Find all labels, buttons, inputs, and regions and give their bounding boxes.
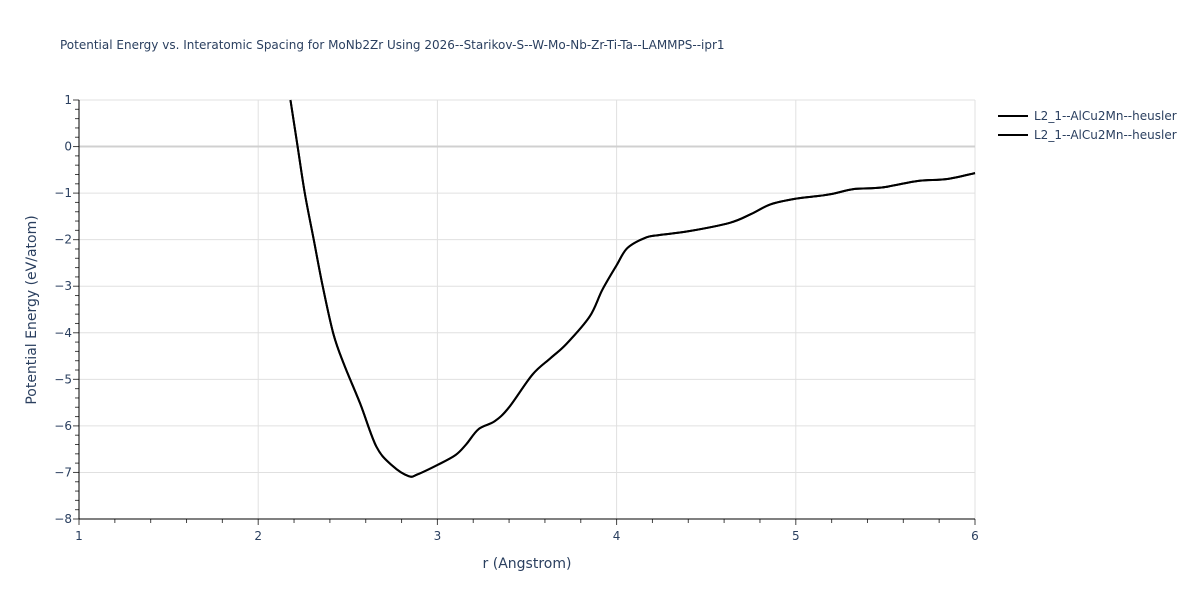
x-tick-label: 1 <box>75 529 83 543</box>
series-line <box>289 99 976 478</box>
x-tick-label: 4 <box>613 529 621 543</box>
data-traces <box>289 99 976 478</box>
legend-label: L2_1--AlCu2Mn--heusler <box>1034 127 1177 142</box>
series-line <box>289 99 976 478</box>
y-tick-label: −6 <box>54 419 72 433</box>
x-axis-ticks: 1 2 3 4 5 6 <box>75 529 979 543</box>
y-tick-label: −7 <box>54 465 72 479</box>
y-tick-label: −8 <box>54 512 72 526</box>
x-tick-label: 2 <box>254 529 262 543</box>
y-axis-ticks: 1 0 −1 −2 −3 −4 −5 −6 −7 −8 <box>54 93 72 526</box>
legend-item[interactable]: L2_1--AlCu2Mn--heusler <box>998 106 1177 125</box>
x-axis-title: r (Angstrom) <box>483 556 572 572</box>
chart-title: Potential Energy vs. Interatomic Spacing… <box>60 38 725 52</box>
x-tick-label: 3 <box>434 529 442 543</box>
legend: L2_1--AlCu2Mn--heusler L2_1--AlCu2Mn--he… <box>998 106 1177 144</box>
y-axis-title: Potential Energy (eV/atom) <box>24 215 40 404</box>
x-tick-label: 6 <box>971 529 979 543</box>
y-tick-label: −5 <box>54 372 72 386</box>
y-tick-label: −2 <box>54 233 72 247</box>
y-tick-label: −4 <box>54 326 72 340</box>
y-tick-label: −3 <box>54 279 72 293</box>
legend-item[interactable]: L2_1--AlCu2Mn--heusler <box>998 125 1177 144</box>
x-tick-label: 5 <box>792 529 800 543</box>
y-tick-label: −1 <box>54 186 72 200</box>
legend-line-icon <box>998 133 1028 136</box>
legend-line-icon <box>998 114 1028 117</box>
gridlines <box>79 99 976 519</box>
legend-label: L2_1--AlCu2Mn--heusler <box>1034 108 1177 123</box>
y-tick-label: 0 <box>64 140 72 154</box>
y-tick-label: 1 <box>64 93 72 107</box>
axes <box>73 99 976 525</box>
